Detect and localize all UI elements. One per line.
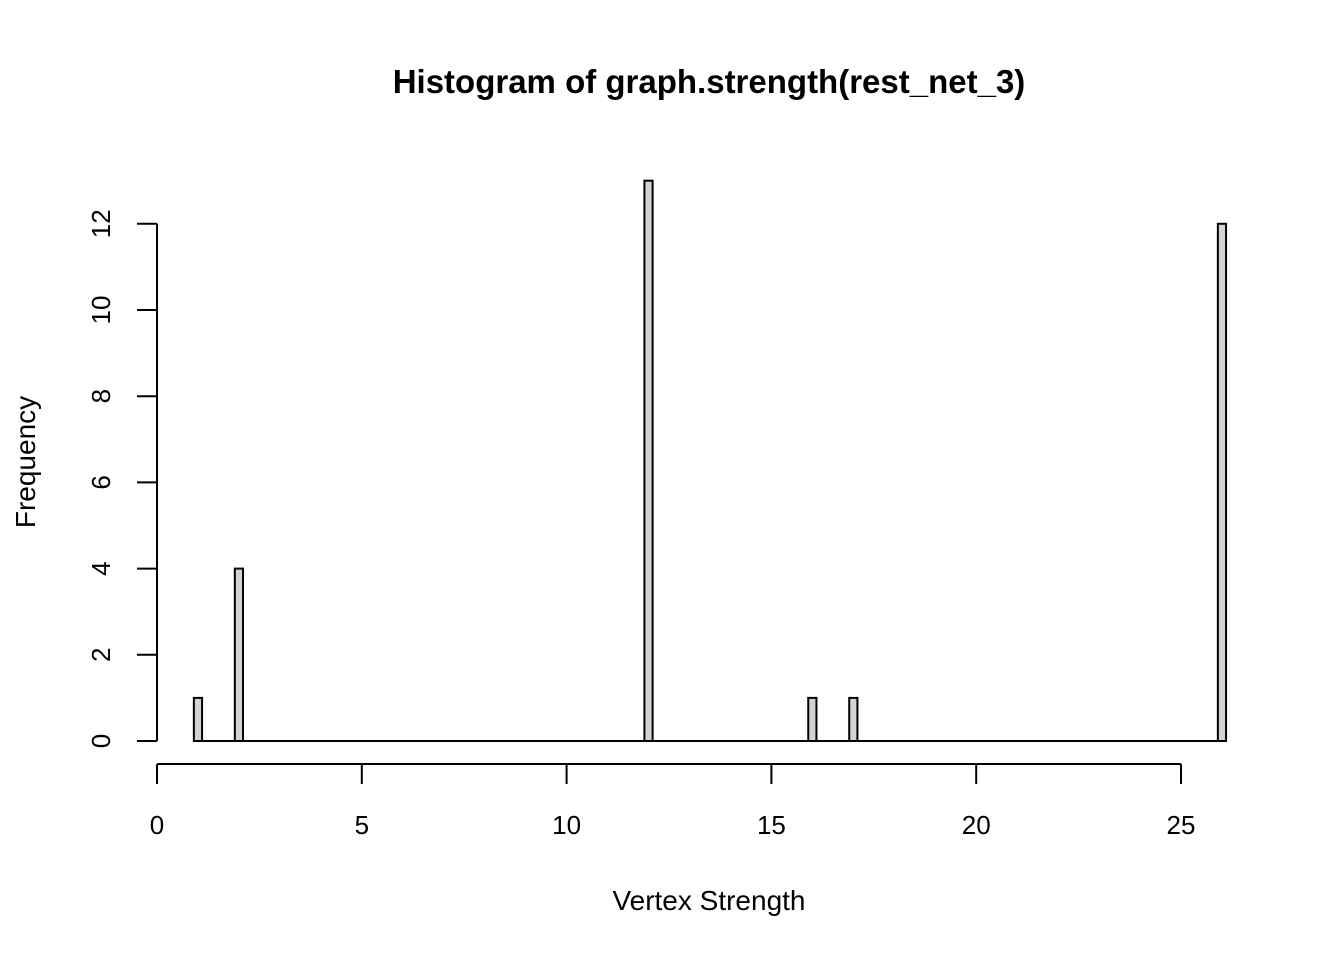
bar-5 bbox=[1216, 222, 1228, 743]
bars-group bbox=[192, 179, 1228, 743]
x-tick-label-4: 20 bbox=[962, 810, 991, 840]
y-tick-label-3: 6 bbox=[86, 475, 116, 489]
x-axis: 0 5 10 15 20 25 bbox=[150, 763, 1196, 840]
bar-1 bbox=[233, 567, 245, 742]
y-tick-label-1: 2 bbox=[86, 648, 116, 662]
y-tick-label-0: 0 bbox=[86, 734, 116, 748]
y-tick-label-2: 4 bbox=[86, 561, 116, 575]
bar-0 bbox=[192, 696, 204, 743]
x-tick-label-1: 5 bbox=[355, 810, 369, 840]
chart-title: Histogram of graph.strength(rest_net_3) bbox=[393, 63, 1026, 100]
bar-4 bbox=[848, 696, 859, 743]
y-tick-label-5: 10 bbox=[86, 296, 116, 325]
bar-3 bbox=[807, 696, 818, 743]
bar-2 bbox=[643, 179, 654, 742]
y-tick-label-4: 8 bbox=[86, 389, 116, 403]
y-axis-label: Frequency bbox=[10, 396, 41, 528]
x-tick-label-5: 25 bbox=[1167, 810, 1196, 840]
y-tick-label-6: 12 bbox=[86, 209, 116, 238]
y-axis: 0 2 4 6 8 10 12 bbox=[86, 209, 158, 748]
x-axis-label: Vertex Strength bbox=[612, 885, 805, 916]
x-tick-label-3: 15 bbox=[757, 810, 786, 840]
x-tick-label-2: 10 bbox=[552, 810, 581, 840]
x-tick-label-0: 0 bbox=[150, 810, 164, 840]
